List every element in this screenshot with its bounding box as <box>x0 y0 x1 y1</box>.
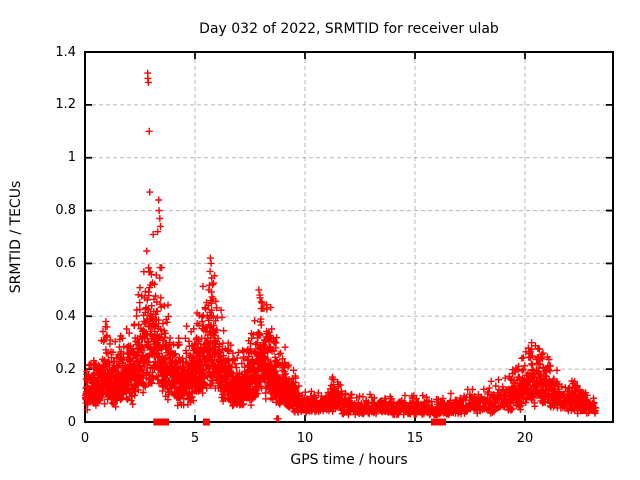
x-tick-label: 5 <box>190 431 200 446</box>
scatter-points <box>82 69 600 423</box>
y-tick-label: 1 <box>67 150 76 166</box>
x-axis-title: GPS time / hours <box>290 452 408 468</box>
y-tick-label: 1.4 <box>55 44 76 60</box>
y-tick-label: 1.2 <box>55 97 76 113</box>
y-tick-label: 0.8 <box>55 203 76 219</box>
zero-value-marker <box>202 418 210 426</box>
zero-value-marker <box>162 418 169 426</box>
zero-value-marker <box>430 418 438 426</box>
x-tick-label: 15 <box>406 431 424 446</box>
y-tick-label: 0.4 <box>55 308 76 324</box>
x-tick-label: 20 <box>516 431 534 446</box>
y-tick-label: 0 <box>67 414 76 430</box>
x-tick-label: 10 <box>296 431 314 446</box>
zero-value-marker <box>439 418 446 426</box>
chart-title: Day 032 of 2022, SRMTID for receiver ula… <box>199 21 499 37</box>
x-tick-label: 0 <box>80 431 90 446</box>
zero-value-marker <box>155 418 163 426</box>
y-tick-label: 0.6 <box>55 255 76 271</box>
y-tick-label: 0.2 <box>55 361 76 377</box>
